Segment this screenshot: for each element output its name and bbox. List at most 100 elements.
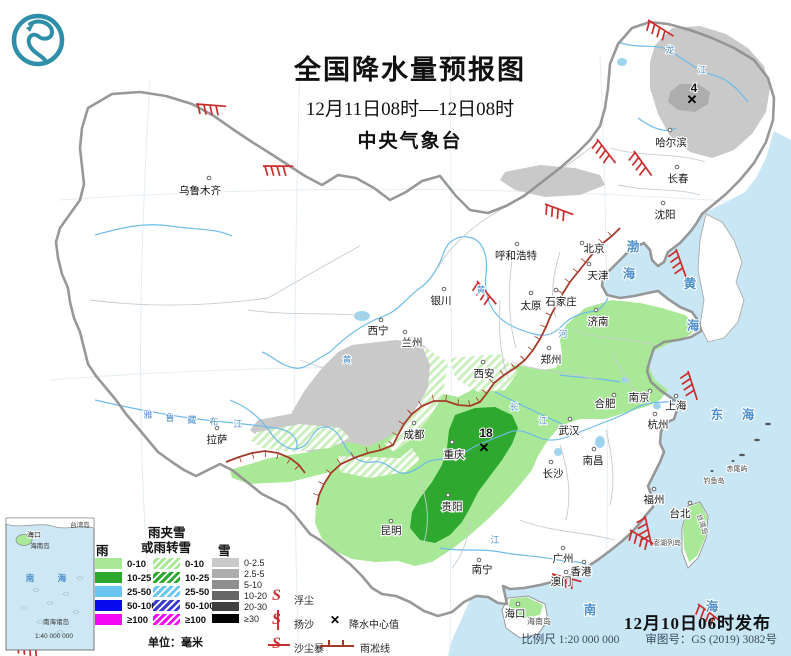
snow-area-northeast-core [668,84,710,112]
river-label: 江 [697,65,706,75]
sea-label: 南 [584,602,597,617]
inset-islands [21,576,83,634]
title-block: 全国降水量预报图 12月11日08时—12日08时 中央气象台 [245,48,575,153]
korea-landmass [697,213,745,343]
city-label: 呼和浩特 [495,250,537,262]
river-label: 江 [538,416,547,426]
river-label: 江 [490,535,499,545]
city-label: 哈尔滨 [655,136,687,149]
island-label: 赤尾屿 [727,464,748,473]
sea-label: 东 [711,407,724,422]
scale-approval-line: 比例尺 1:20 000 000 审图号：GS (2019) 3082号 [521,631,777,647]
river-path [94,399,298,451]
river-label: 江 [233,419,242,429]
city-label: 杭州 [648,418,669,431]
precip-center-value: 18 [479,426,493,440]
city-label: 长沙 [543,468,564,480]
city-label: 重庆 [444,448,465,461]
cma-logo [11,13,65,67]
sea-label: 渤 [627,239,640,254]
sea-label: 海 [623,266,636,281]
city-label: 郑州 [541,353,562,366]
south-china-sea-inset: 台湾岛 海口 海南岛 南 海 南海诸岛 1:40 000 000 [5,517,95,651]
sea-label: 海 [742,407,755,422]
city-label: 海口 [505,607,526,620]
city-label: 南宁 [472,563,493,576]
rime-line [225,227,621,506]
precip-centers: ✕ 4 ✕ 18 [478,80,698,455]
inset-hainan-island [15,534,33,546]
offshore-islands [710,422,771,472]
city-label: 兰州 [402,336,423,349]
city-label: 沈阳 [655,208,676,221]
city-label: 成都 [404,429,425,441]
inset-taiwan-label: 台湾岛 [70,520,90,529]
river-label: 黄 [342,354,351,365]
snow-area-innermongolia [500,165,605,197]
city-label: 福州 [644,493,665,506]
precip-center-mark: ✕ [687,92,698,107]
river-path [637,117,677,131]
river-label: 龙 [665,44,674,55]
inset-sea-label: 海 [58,573,67,583]
river-label: 雅 [143,409,152,420]
city-label: 合肥 [595,397,616,410]
city-label: 太原 [521,299,542,312]
river-labels: 龙 江 黄 河 黄 长 江 江 雅 鲁 藏 布 江 [143,43,708,546]
city-label: 石家庄 [545,295,577,308]
page-title: 全国降水量预报图 [294,55,526,85]
city-label: 乌鲁木齐 [179,184,221,197]
city-label: 贵阳 [442,500,463,513]
sea-labels: 渤 海 黄 海 东 海 南 海 [583,238,756,618]
city-label: 武汉 [559,424,580,437]
forecast-time-range: 12月11日08时—12日08时 [305,99,515,120]
sea-label: 海 [687,318,700,333]
island-label: 海南岛 [527,616,551,626]
city-labels: 乌鲁木齐 哈尔滨 长春 沈阳 呼和浩特 北京 天津 石家庄 太原 济南 郑州 银… [178,135,692,621]
china-border [54,20,776,618]
city-label: 广州 [553,553,574,565]
city-label: 银川 [431,294,452,307]
city-label: 南京 [629,391,650,404]
river-label: 鲁 [165,412,174,423]
inset-sea-label: 南 [26,573,35,583]
inset-haikou-label: 海口 [27,530,41,539]
agency-name: 中央气象台 [357,131,463,152]
approval-number: 审图号：GS (2019) 3082号 [645,634,777,646]
city-label: 天津 [588,270,609,282]
island-label: 钓鱼岛 [704,476,725,485]
inset-scale-label: 1:40 000 000 [35,633,73,640]
river-path [94,224,233,237]
release-time: 12月10日06时发布 [624,614,771,633]
precip-center-mark: ✕ [479,440,490,455]
sea-label: 海 [706,599,719,614]
city-label: 香港 [571,566,592,578]
river-label: 藏 [187,414,196,425]
inset-islands-label: 南海诸岛 [43,617,69,626]
city-label: 西安 [474,367,495,380]
city-label: 拉萨 [207,433,228,446]
city-label: 上海 [666,399,687,412]
rain-area-taiwan [683,503,707,562]
inset-hainan-label: 海南岛 [30,541,50,550]
city-label: 长春 [668,173,689,185]
city-label: 台北 [670,507,691,520]
river-path [617,41,749,103]
city-label: 昆明 [381,525,402,537]
precip-center-value: 4 [691,81,698,95]
city-dots [206,127,693,607]
city-label: 西宁 [368,324,389,337]
city-label: 澳门 [551,575,572,588]
river-path [439,547,589,567]
island-label: 澎湖列岛 [653,538,681,547]
river-label: 布 [209,416,218,427]
city-label: 济南 [588,315,609,328]
sea-label: 黄 [684,276,697,291]
river-label: 黄 [476,284,485,295]
map-scale: 比例尺 1:20 000 000 [521,634,620,646]
city-label: 南昌 [583,454,604,467]
river-label: 河 [558,328,567,339]
river-label: 长 [509,401,518,412]
